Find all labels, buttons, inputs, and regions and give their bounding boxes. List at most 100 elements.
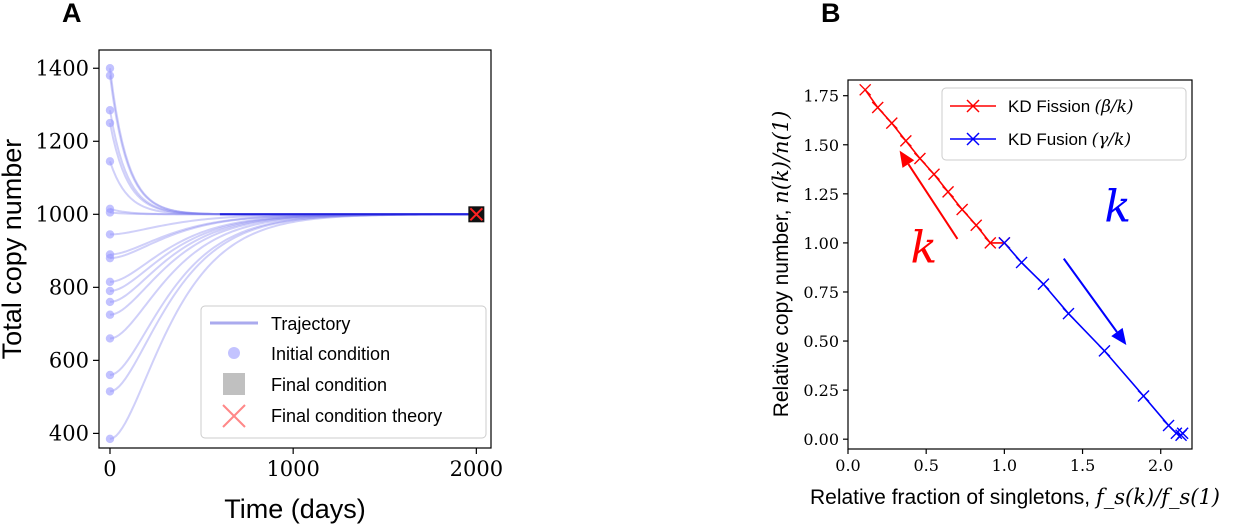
initial-condition-point (105, 208, 115, 217)
y-tick-label-b: 0.25 (803, 381, 839, 400)
y-tick-label-b: 1.50 (803, 136, 839, 155)
legend-theory-marker (222, 404, 246, 428)
initial-condition-point (105, 106, 115, 115)
x-tick-label-a: 2000 (450, 457, 503, 481)
initial-condition-point (105, 387, 115, 396)
data-point-fusion (1062, 307, 1075, 320)
data-point-fission (970, 219, 983, 232)
legend-fusion-math: (γ/k) (1092, 130, 1131, 150)
data-point-fission (928, 168, 940, 181)
data-point-fusion (1176, 427, 1189, 440)
x-tick-label-b: 0.0 (835, 456, 860, 475)
legend-fission-name: KD Fission (1008, 97, 1090, 116)
initial-condition-point (105, 277, 115, 287)
direction-arrows: kk (899, 150, 1131, 345)
x-tick-label-a: 0 (103, 457, 116, 481)
y-tick-label-b: 0.00 (803, 430, 839, 449)
arrow-shaft (907, 163, 959, 240)
initial-condition-point (105, 297, 115, 307)
y-tick-label-a: 800 (49, 275, 89, 299)
arrow-shaft (1062, 258, 1118, 333)
series-line-fusion (1003, 242, 1184, 437)
data-point-fusion (1170, 427, 1183, 440)
initial-condition-point (105, 157, 115, 166)
initial-condition-point (105, 71, 115, 80)
data-point-fusion (1137, 390, 1150, 402)
legend-b: KD Fission (β/k) KD Fusion (γ/k) (941, 87, 1187, 161)
trajectory-line (108, 75, 477, 216)
data-point-fusion (1037, 278, 1050, 291)
x-tick-label-b: 1.5 (1070, 456, 1095, 475)
series-markers (859, 83, 1189, 442)
y-tick-label-b: 1.00 (803, 234, 839, 253)
x-tick-label-b: 2.0 (1148, 456, 1173, 475)
x-tick-label-b: 0.5 (913, 456, 938, 475)
trajectory-line (108, 68, 477, 216)
data-point-fission (942, 185, 955, 198)
panel-a-label: A (62, 0, 82, 28)
x-axis-label-b: Relative fraction of singletons, f_s(k)/… (810, 485, 1220, 509)
legend-box-b (941, 87, 1187, 161)
panel-a: A 0 1000 2000 400 600 800 1000 1200 1400 Time (… (0, 0, 503, 524)
y-tick-label-b: 0.50 (803, 332, 839, 351)
legend-fission-math: (β/k) (1094, 97, 1133, 117)
y-tick-label-a: 1400 (36, 56, 89, 80)
legend-initial-label: Initial condition (271, 344, 390, 364)
initial-condition-point (105, 64, 115, 73)
trajectory-line (109, 213, 477, 303)
trajectory-line (109, 161, 477, 216)
trajectory-lines (108, 68, 477, 440)
y-tick-label-b: 1.25 (803, 185, 839, 204)
plot-frame-b (847, 79, 1193, 450)
y-axis-label-b-math: n(k)/n(1) (769, 111, 793, 204)
x-tick-label-b: 1.0 (992, 456, 1017, 475)
trajectory-line (109, 110, 477, 216)
data-point-fusion (1015, 256, 1028, 269)
legend-fusion-label: KD Fusion (γ/k) (1008, 130, 1131, 150)
legend-fission-marker (950, 99, 996, 113)
arrow-k-label: k (1104, 181, 1131, 232)
y-tick-label-a: 1000 (36, 202, 89, 226)
legend-fusion-marker (950, 132, 996, 146)
data-point-fission (913, 152, 926, 165)
initial-condition-point (105, 118, 115, 128)
arrow-head (899, 150, 915, 168)
plot-frame-a (98, 49, 492, 449)
y-tick-label-a: 400 (49, 421, 89, 445)
legend-initial-marker (228, 347, 240, 359)
legend-final-label: Final condition (271, 375, 387, 395)
legend-box-a (200, 305, 487, 439)
legend-trajectory-label: Trajectory (271, 314, 350, 334)
x-ticks-a: 0 1000 2000 (103, 448, 503, 481)
trajectory-line (109, 122, 477, 216)
initial-condition-point (105, 286, 115, 296)
y-tick-label-b: 1.75 (803, 87, 839, 106)
y-axis-label-b: Relative copy number, n(k)/n(1) (769, 111, 793, 418)
data-point-fission (871, 101, 884, 114)
panel-b: B kk 0.0 0.5 1.0 1.5 2.0 0.00 0.25 0.50 0.75 1.0… (769, 0, 1220, 509)
y-tick-label-a: 600 (49, 348, 89, 372)
data-point-fission (899, 134, 912, 147)
final-condition-markers (468, 206, 485, 223)
legend-fission-label: KD Fission (β/k) (1008, 97, 1134, 117)
x-ticks-b: 0.0 0.5 1.0 1.5 2.0 (835, 449, 1173, 475)
x-axis-label-b-text: Relative fraction of singletons, (810, 486, 1096, 509)
x-axis-label-b-math: f_s(k)/f_s(1) (1094, 485, 1220, 509)
y-tick-label-b: 0.75 (803, 283, 839, 302)
initial-condition-point (105, 370, 115, 380)
initial-condition-point (105, 253, 115, 263)
initial-condition-points (105, 64, 115, 444)
y-ticks-b: 0.00 0.25 0.50 0.75 1.00 1.25 1.50 1.75 (803, 87, 848, 449)
y-axis-label-a: Total copy number (0, 139, 27, 360)
panel-b-label: B (821, 0, 841, 28)
legend-fusion-name: KD Fusion (1008, 130, 1087, 149)
legend-a: Trajectory Initial condition Final condi… (200, 305, 487, 439)
data-point-fission (984, 236, 997, 249)
initial-condition-point (105, 230, 115, 239)
y-axis-label-b-text: Relative copy number, (770, 204, 793, 418)
data-point-fission (956, 203, 969, 216)
final-theory-x-stroke (469, 207, 484, 222)
y-ticks-a: 400 600 800 1000 1200 1400 (36, 56, 99, 445)
data-point-fusion (998, 236, 1011, 249)
